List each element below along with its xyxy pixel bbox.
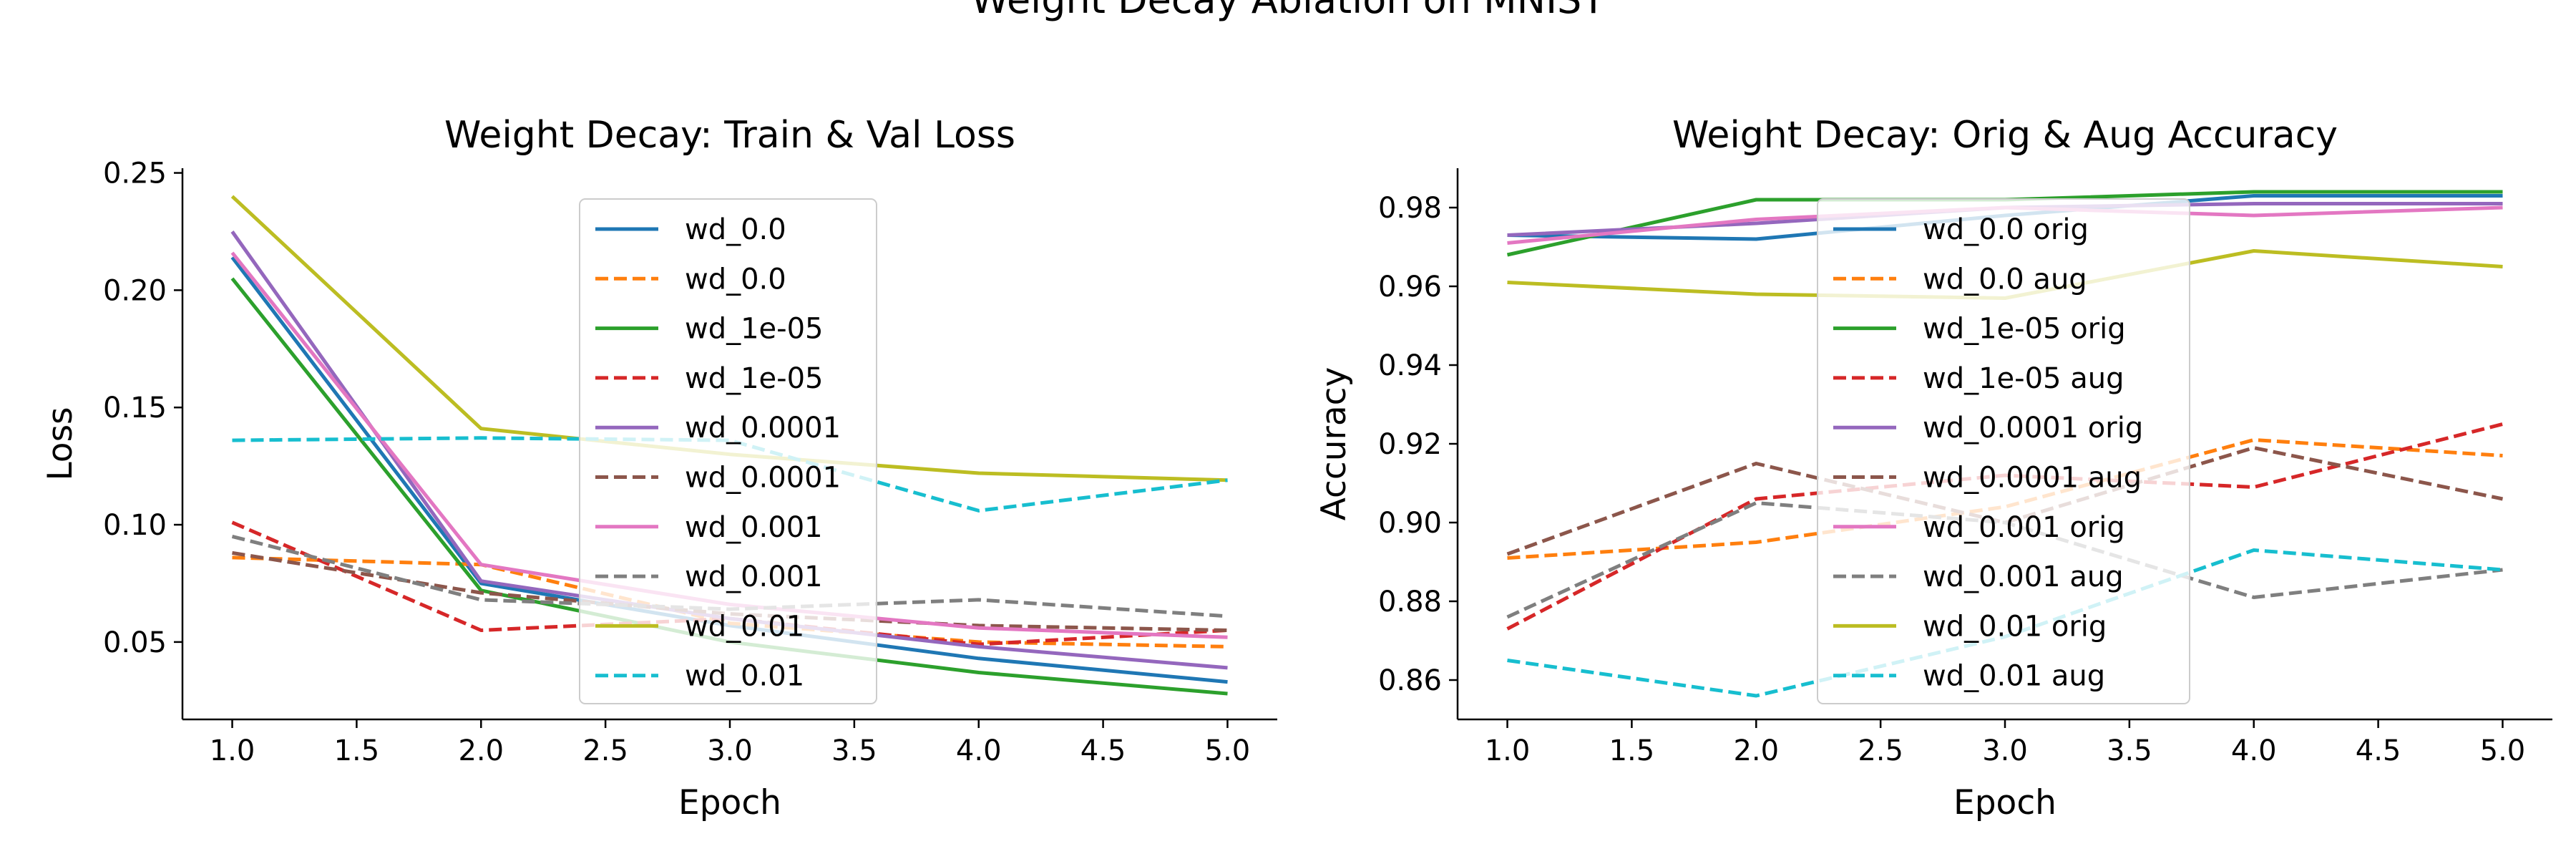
chart-title: Weight Decay: Train & Val Loss: [444, 114, 1015, 157]
x-tick-label: 5.0: [2480, 734, 2526, 767]
legend-label: wd_0.0: [685, 213, 786, 246]
y-axis-label: Accuracy: [1314, 367, 1354, 521]
chart-title: Weight Decay: Orig & Aug Accuracy: [1672, 114, 2338, 157]
y-tick-label: 0.92: [1378, 428, 1442, 461]
legend-label: wd_0.0001: [685, 462, 841, 495]
x-tick-label: 2.5: [582, 734, 628, 767]
x-tick-label: 3.5: [831, 734, 877, 767]
x-tick-label: 1.0: [1485, 734, 1531, 767]
legend-label: wd_0.001 orig: [1923, 511, 2125, 544]
legend-label: wd_0.01 orig: [1923, 610, 2107, 643]
y-tick-label: 0.96: [1378, 271, 1442, 304]
x-tick-label: 2.0: [458, 734, 504, 767]
legend-label: wd_1e-05 orig: [1923, 313, 2126, 346]
plots-container: Weight Decay: Train & Val Loss 1.0 1.5 2.0 2…: [41, 114, 2552, 822]
legend-box: [1817, 198, 2190, 704]
y-tick-label: 0.98: [1378, 192, 1442, 225]
legend-label: wd_0.01: [685, 610, 804, 643]
legend-label: wd_0.001 aug: [1923, 560, 2124, 593]
y-tick-label: 0.86: [1378, 664, 1442, 697]
y-tick-label: 0.25: [103, 157, 167, 190]
x-tick-label: 1.0: [210, 734, 255, 767]
x-tick-label: 3.5: [2107, 734, 2152, 767]
y-tick-label: 0.20: [103, 274, 167, 307]
y-tick-label: 0.15: [103, 392, 167, 424]
legend-label: wd_1e-05: [685, 313, 824, 346]
x-axis-label: Epoch: [1953, 783, 2057, 822]
x-tick-label: 4.0: [956, 734, 1002, 767]
x-tick-label: 2.0: [1733, 734, 1779, 767]
series-line-5: [1506, 446, 2504, 556]
legend-label: wd_0.0: [685, 263, 786, 296]
y-tick-label: 0.94: [1378, 349, 1442, 382]
x-tick-label: 2.5: [1858, 734, 1903, 767]
chart-loss: Weight Decay: Train & Val Loss 1.0 1.5 2.0 2…: [41, 114, 1277, 822]
y-tick-label: 0.90: [1378, 507, 1442, 540]
x-tick-label: 1.5: [1609, 734, 1655, 767]
legend-label: wd_0.01: [685, 660, 804, 693]
legend-label: wd_1e-05: [685, 362, 824, 395]
series-line-9: [232, 436, 1228, 513]
legend-label: wd_0.0001: [685, 412, 841, 445]
y-tick-label: 0.88: [1378, 586, 1442, 618]
y-tick-label: 0.10: [103, 509, 167, 542]
legend-label: wd_0.001: [685, 560, 823, 593]
figure-suptitle: Weight Decay Ablation on MNIST: [971, 0, 1606, 22]
x-axis-label: Epoch: [678, 783, 781, 822]
legend-label: wd_0.0001 aug: [1923, 462, 2142, 495]
y-tick-label: 0.05: [103, 626, 167, 659]
legend: wd_0.0 wd_0.0 wd_1e-05 wd_1e-05 wd_0.0001 wd_…: [579, 198, 877, 704]
legend-label: wd_1e-05 aug: [1923, 362, 2124, 395]
x-tick-label: 4.5: [2356, 734, 2401, 767]
x-tick-label: 5.0: [1205, 734, 1251, 767]
chart-accuracy: Weight Decay: Orig & Aug Accuracy 1.0 1.5 2…: [1314, 114, 2552, 822]
legend-label: wd_0.01 aug: [1923, 660, 2105, 693]
legend-label: wd_0.0001 orig: [1923, 412, 2143, 445]
series-line-1: [1507, 438, 2503, 560]
x-tick-label: 3.0: [707, 734, 753, 767]
legend: wd_0.0 orig wd_0.0 aug wd_1e-05 orig wd_1e-…: [1817, 198, 2190, 704]
x-tick-label: 4.0: [2231, 734, 2277, 767]
x-tick-label: 4.5: [1080, 734, 1126, 767]
legend-label: wd_0.0 aug: [1923, 263, 2087, 296]
y-axis-label: Loss: [41, 407, 80, 480]
x-tick-label: 3.0: [1982, 734, 2028, 767]
legend-label: wd_0.001: [685, 511, 823, 544]
legend-label: wd_0.0 orig: [1923, 213, 2089, 246]
x-tick-label: 1.5: [334, 734, 380, 767]
